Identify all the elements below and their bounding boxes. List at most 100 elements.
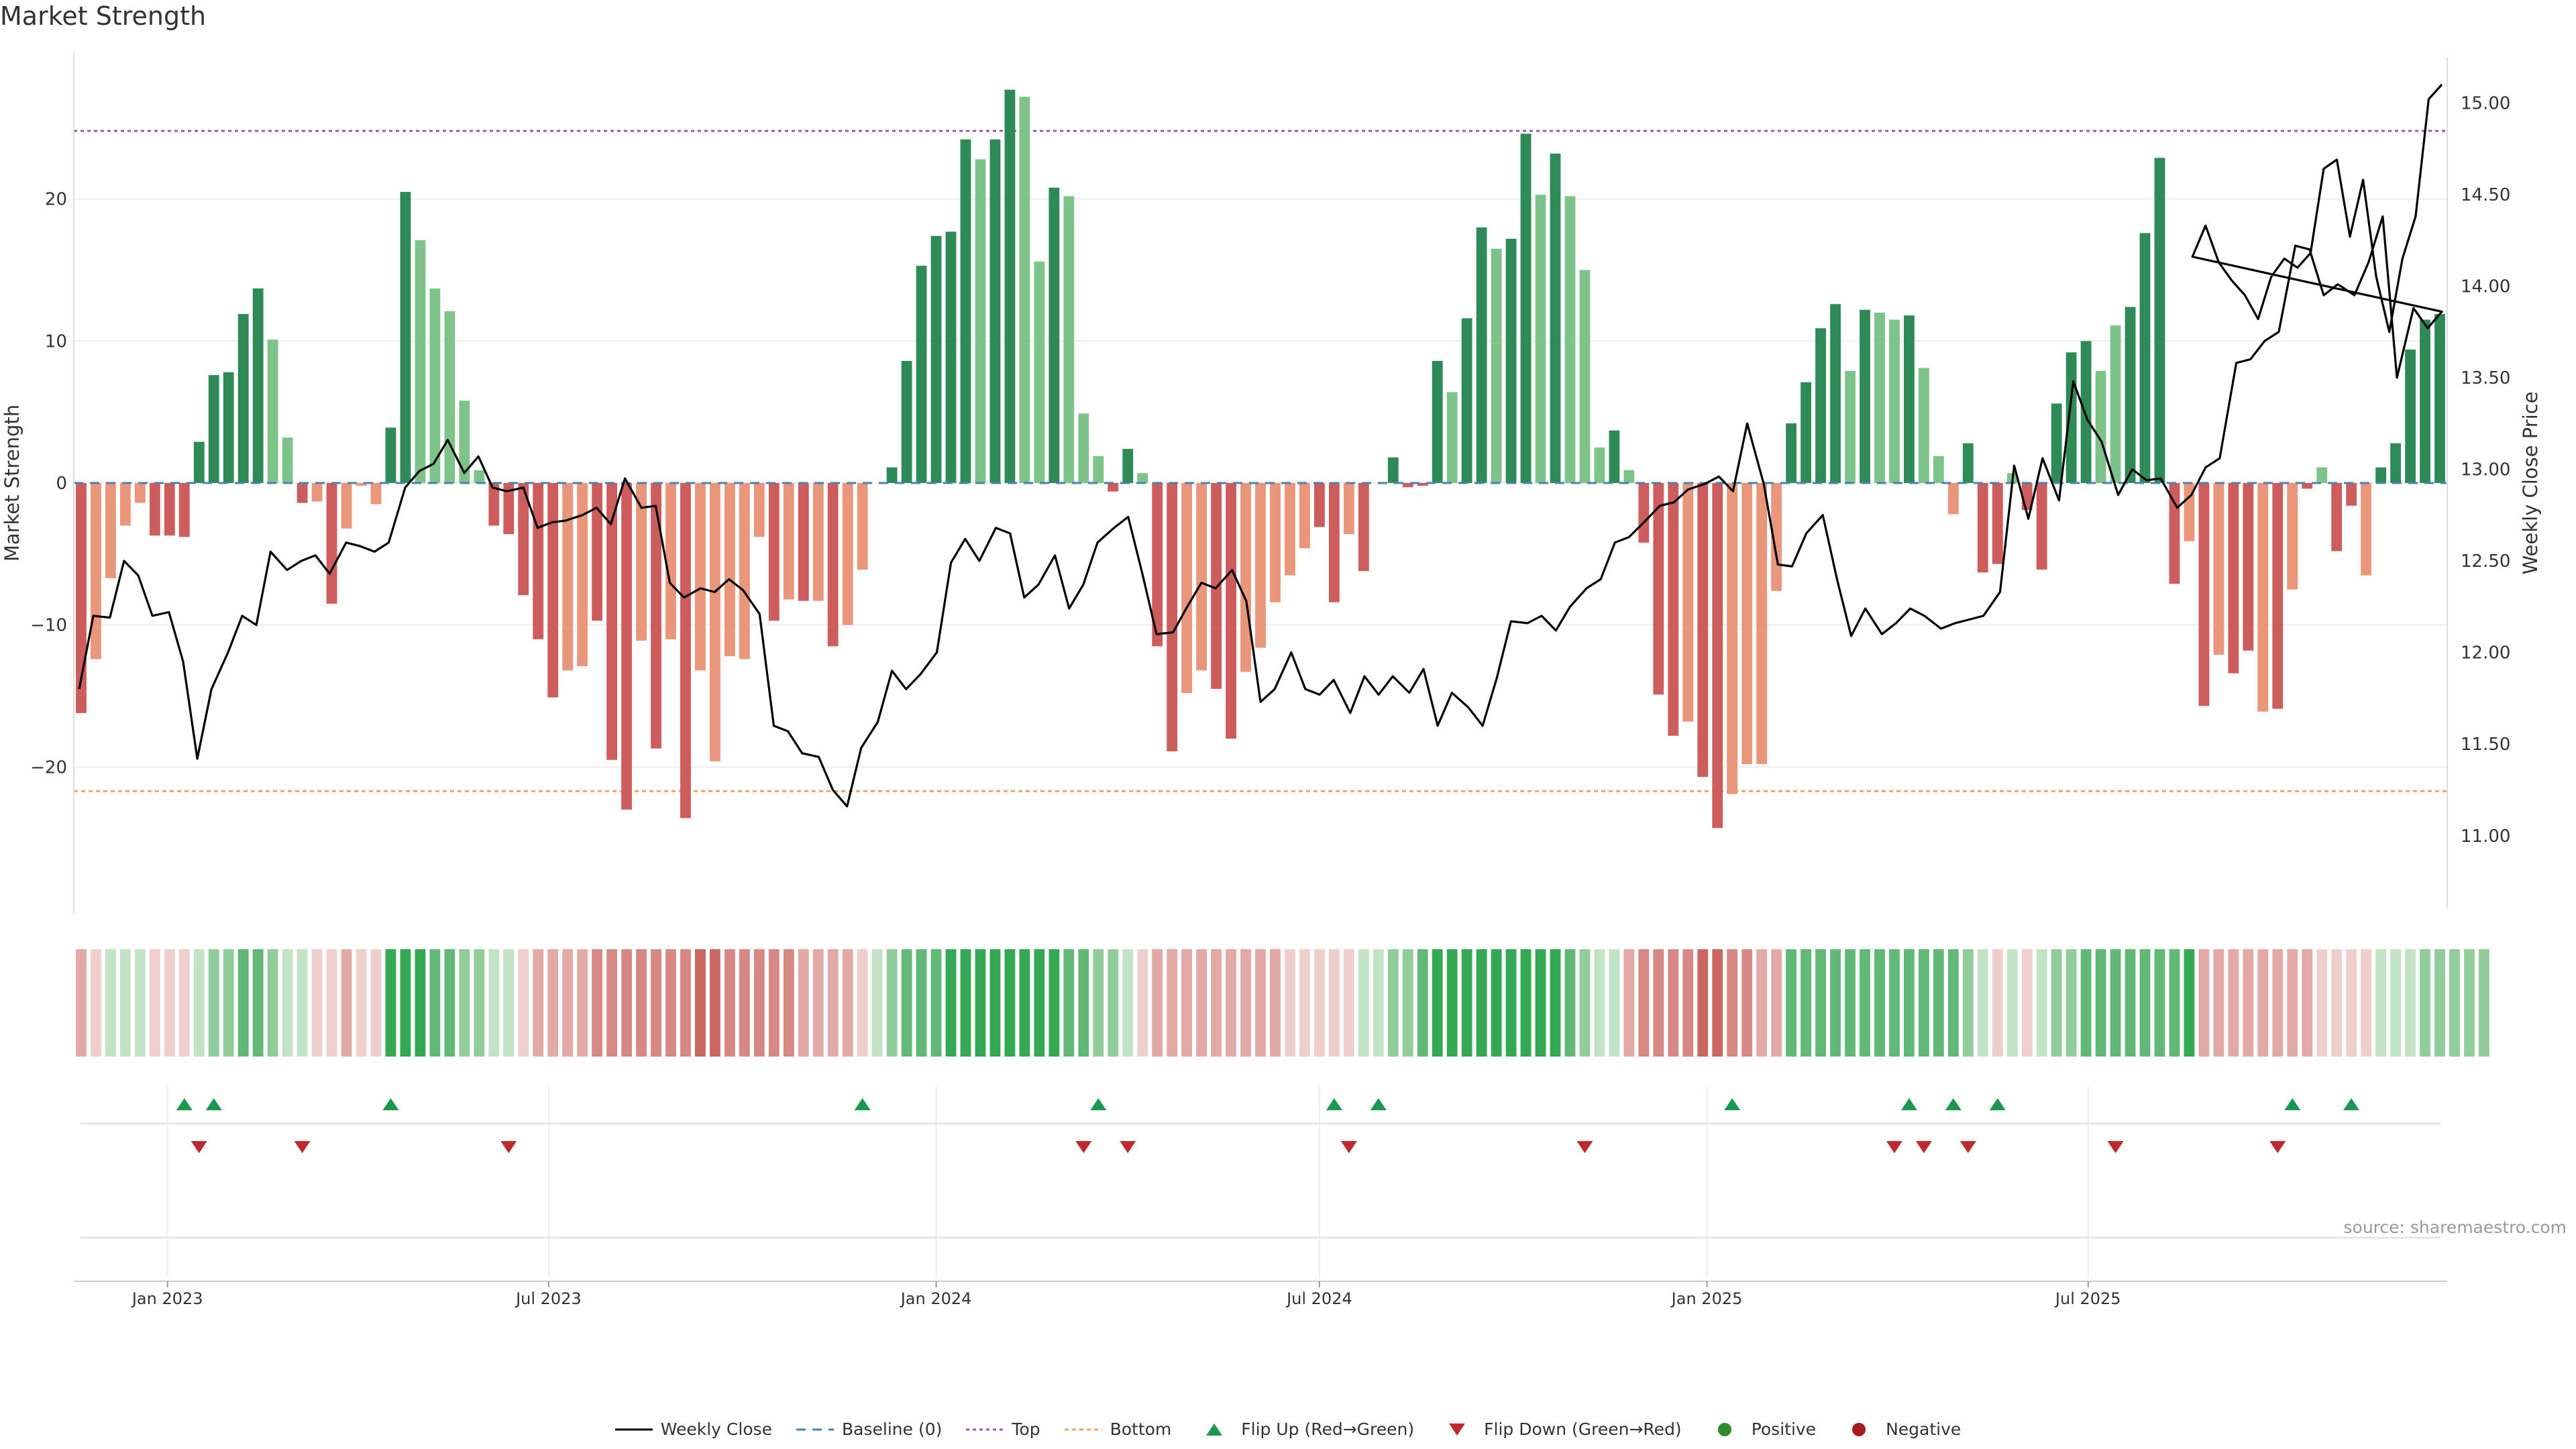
heat-cell: [1446, 949, 1458, 1057]
bar-positive: [282, 437, 293, 483]
heat-cell: [916, 949, 927, 1057]
left-tick-label: 10: [45, 331, 67, 352]
heat-cell: [2110, 949, 2121, 1057]
bar-positive: [385, 427, 396, 483]
heat-cell: [1594, 949, 1605, 1057]
bar-positive: [1476, 227, 1487, 483]
bar-negative: [2361, 483, 2372, 576]
bar-negative: [2346, 483, 2357, 506]
bar-negative: [1668, 483, 1679, 736]
heat-cell: [1520, 949, 1532, 1057]
heat-cell: [533, 949, 544, 1057]
bar-negative: [592, 483, 603, 621]
heat-cell: [1947, 949, 1959, 1057]
legend-swatch: [796, 1428, 835, 1430]
flip-down-marker: [1340, 1141, 1357, 1153]
flip-up-marker: [1370, 1098, 1387, 1110]
heat-cell: [1373, 949, 1384, 1057]
flip-down-marker: [1960, 1141, 1976, 1153]
heat-cell: [2051, 949, 2062, 1057]
heat-cell: [105, 949, 116, 1057]
heat-cell: [665, 949, 676, 1057]
heat-cell: [1078, 949, 1089, 1057]
heat-cell: [2449, 949, 2460, 1057]
bar-positive: [1623, 470, 1635, 483]
bar-negative: [1756, 483, 1768, 765]
flip-down-marker: [500, 1141, 517, 1153]
bar-negative: [533, 483, 544, 639]
legend-swatch: [1064, 1428, 1102, 1430]
heat-cell: [2405, 949, 2416, 1057]
flip-up-marker: [205, 1098, 222, 1110]
heat-cell: [193, 949, 205, 1057]
bar-negative: [1299, 483, 1310, 549]
bar-positive: [1933, 455, 1944, 483]
legend-swatch: [1852, 1422, 1866, 1436]
bar-positive: [444, 311, 455, 483]
heat-cell: [370, 949, 382, 1057]
heat-cell: [1564, 949, 1576, 1057]
heat-cell: [356, 949, 367, 1057]
bar-positive: [1815, 328, 1826, 483]
heat-cell: [1623, 949, 1635, 1057]
heat-cell: [1815, 949, 1826, 1057]
heat-cell: [1977, 949, 1988, 1057]
legend-item-bottom: Bottom: [1064, 1419, 1171, 1439]
heat-cell: [2228, 949, 2239, 1057]
heat-cell: [1299, 949, 1310, 1057]
heat-cell: [76, 949, 87, 1057]
heat-cell: [1226, 949, 1236, 1057]
bar-negative: [562, 483, 574, 671]
heat-cell: [945, 949, 957, 1057]
heat-cell: [1019, 949, 1030, 1057]
bar-positive: [1860, 309, 1870, 483]
heat-cell: [459, 949, 470, 1057]
legend-item-flip-down: Flip Down (Green→Red): [1438, 1419, 1682, 1439]
heat-cell: [2479, 949, 2489, 1057]
heat-cell: [1137, 949, 1148, 1057]
heat-cell: [1328, 949, 1340, 1057]
bar-negative: [1417, 483, 1428, 486]
flip-down-marker: [1120, 1141, 1136, 1153]
bar-positive: [886, 467, 898, 483]
bar-negative: [1727, 483, 1738, 794]
bar-negative: [76, 483, 87, 713]
bar-positive: [223, 372, 234, 483]
heat-cell: [2434, 949, 2445, 1057]
heat-cell: [1004, 949, 1016, 1057]
heat-cell: [753, 949, 765, 1057]
heat-cell: [1727, 949, 1738, 1057]
heat-cell: [695, 949, 706, 1057]
heat-cell: [710, 949, 720, 1057]
heat-cell: [1609, 949, 1620, 1057]
heat-cell: [960, 949, 971, 1057]
bar-negative: [1992, 483, 2003, 564]
heat-cell: [1358, 949, 1369, 1057]
flip-up-marker: [1945, 1098, 1962, 1110]
bar-positive: [1093, 455, 1104, 483]
heat-cell: [1049, 949, 1060, 1057]
heat-cell: [164, 949, 175, 1057]
legend-swatch: [1449, 1423, 1466, 1436]
right-tick-label: 11.00: [2461, 826, 2510, 847]
bar-positive: [1461, 318, 1472, 483]
bar-positive: [1962, 443, 1974, 483]
bar-positive: [2434, 314, 2445, 483]
heat-cell: [1313, 949, 1325, 1057]
heat-cell: [2257, 949, 2269, 1057]
right-tick-label: 11.50: [2461, 735, 2510, 755]
flip-down-marker: [1886, 1141, 1902, 1153]
heat-cell: [474, 949, 485, 1057]
right-tick-label: 12.00: [2461, 643, 2510, 663]
heat-cell: [1741, 949, 1753, 1057]
heat-cell: [651, 949, 661, 1057]
bar-positive: [459, 400, 470, 483]
heat-cell: [2184, 949, 2195, 1057]
heat-cell: [1167, 949, 1178, 1057]
bar-negative: [842, 483, 853, 625]
heat-cell: [1801, 949, 1811, 1057]
flip-markers: [80, 1098, 2440, 1239]
heat-cell: [1889, 949, 1900, 1057]
bar-negative: [1196, 483, 1208, 671]
